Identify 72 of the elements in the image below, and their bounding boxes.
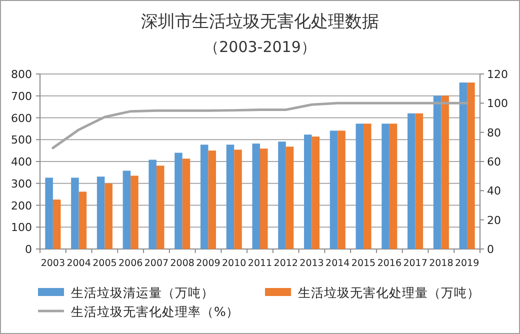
x-tick-label: 2010 — [222, 258, 246, 269]
y-tick-label: 0 — [25, 243, 32, 256]
x-tick-label: 2008 — [170, 258, 194, 269]
bar — [52, 200, 61, 249]
bar — [174, 152, 182, 249]
bar — [96, 176, 105, 249]
bar — [260, 148, 268, 249]
chart-title: 深圳市生活垃圾无害化处理数据 — [141, 12, 379, 32]
bar — [104, 183, 112, 249]
y-tick-label: 500 — [11, 134, 32, 147]
bar — [278, 142, 286, 249]
bar — [467, 82, 475, 249]
bar — [182, 158, 190, 249]
bar — [459, 82, 468, 249]
x-tick-label: 2003 — [40, 258, 66, 269]
x-tick-label: 2007 — [144, 258, 169, 269]
bar — [304, 134, 312, 249]
legend-label: 生活垃圾无害化处理率（%） — [71, 304, 239, 319]
y2-tick-label: 100 — [487, 97, 508, 110]
bar — [364, 124, 372, 249]
x-tick-label: 2018 — [429, 258, 454, 269]
bar — [382, 124, 390, 249]
y-tick-label: 400 — [11, 156, 32, 168]
bar — [356, 124, 364, 249]
x-tick-label: 2014 — [326, 258, 350, 269]
x-tick-label: 2019 — [454, 258, 480, 269]
y2-tick-label: 80 — [487, 126, 501, 140]
x-tick-label: 2013 — [300, 258, 324, 269]
bar — [130, 176, 138, 249]
y2-tick-label: 20 — [487, 214, 501, 227]
bar — [208, 150, 216, 249]
y-tick-label: 200 — [11, 199, 32, 212]
bar — [78, 192, 87, 249]
bar — [433, 96, 442, 249]
x-tick-label: 2006 — [118, 258, 143, 269]
bar — [338, 130, 346, 249]
y-tick-label: 800 — [11, 68, 32, 81]
bar — [389, 124, 398, 249]
x-tick-label: 2005 — [92, 258, 117, 269]
bar — [45, 178, 53, 249]
y-tick-label: 300 — [11, 177, 32, 190]
x-tick-label: 2011 — [248, 258, 272, 269]
bar — [441, 96, 449, 249]
x-tick-label: 2017 — [403, 258, 428, 269]
y-tick-label: 600 — [11, 112, 32, 125]
bar — [226, 144, 234, 249]
legend-label: 生活垃圾清运量（万吨） — [71, 285, 214, 300]
bar — [122, 170, 131, 249]
chart-subtitle: （2003-2019） — [204, 38, 316, 56]
x-tick-label: 2004 — [66, 258, 91, 269]
y-tick-label: 700 — [11, 90, 32, 103]
bar — [312, 136, 320, 249]
x-tick-label: 2015 — [351, 258, 376, 269]
bar — [156, 166, 164, 249]
x-tick-label: 2012 — [274, 258, 298, 269]
bar — [252, 144, 260, 249]
bar — [71, 178, 79, 249]
y2-tick-label: 40 — [487, 184, 501, 198]
bar — [200, 144, 208, 249]
y2-tick-label: 60 — [487, 156, 501, 168]
y-tick-label: 100 — [11, 221, 32, 234]
bar — [148, 160, 156, 249]
x-tick-label: 2016 — [377, 258, 402, 269]
y2-tick-label: 0 — [487, 243, 494, 256]
legend-label: 生活垃圾无害化处理量（万吨） — [298, 285, 480, 300]
y2-tick-label: 120 — [487, 68, 508, 81]
x-tick-label: 2009 — [196, 258, 220, 269]
bar — [408, 113, 416, 249]
bar — [330, 130, 338, 249]
bar — [286, 146, 294, 249]
bar — [234, 150, 242, 249]
bar — [415, 113, 424, 249]
